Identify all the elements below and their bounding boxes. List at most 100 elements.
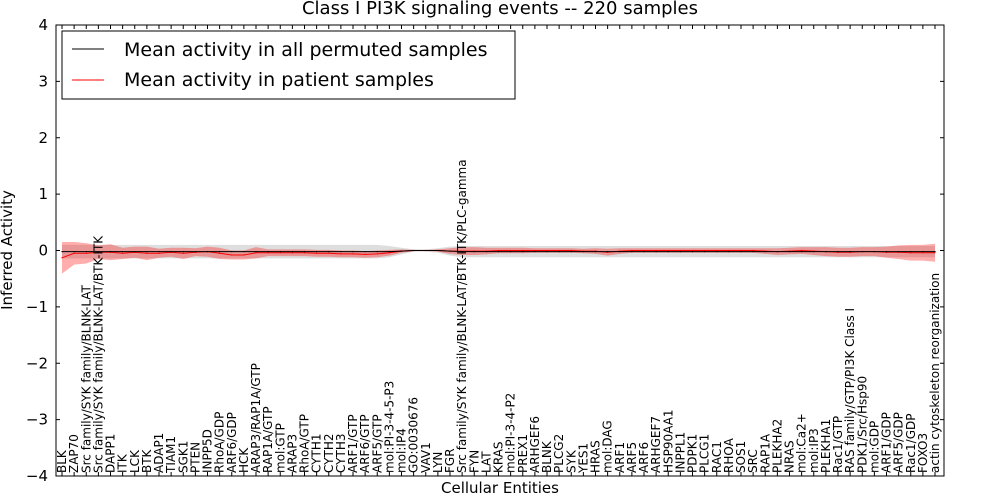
data-point-patient	[655, 249, 657, 252]
data-point-patient	[340, 253, 342, 255]
data-point-patient	[801, 249, 803, 252]
y-tick-label: −4	[26, 467, 48, 485]
data-point-permuted	[73, 251, 75, 253]
x-tick-label: ARF6/GDP	[225, 412, 239, 473]
data-point-permuted	[255, 251, 257, 253]
data-point-patient	[255, 252, 257, 254]
data-point-patient	[303, 252, 306, 254]
data-point-patient	[910, 252, 912, 254]
series-lines	[61, 249, 936, 259]
x-tick-label: RhoA/GDP	[213, 412, 227, 473]
x-tick-label: ARHGEF7	[649, 416, 663, 473]
data-point-permuted	[376, 251, 378, 253]
data-point-permuted	[328, 251, 330, 253]
x-tick-label: LAT	[479, 451, 493, 473]
data-point-permuted	[134, 251, 136, 253]
data-point-patient	[740, 249, 742, 252]
x-tick-label: ARF5/GDP	[892, 412, 906, 473]
y-tick-label: 2	[38, 129, 48, 147]
x-tick-label: CYTH3	[334, 434, 348, 474]
x-tick-label: HCK	[237, 447, 251, 473]
x-tick-label: LYN	[431, 452, 445, 473]
data-point-patient	[291, 252, 293, 254]
data-point-permuted	[631, 251, 633, 253]
y-tick-label: 1	[38, 185, 48, 203]
data-point-permuted	[473, 251, 475, 253]
data-point-permuted	[243, 251, 245, 253]
data-point-permuted	[873, 251, 876, 253]
data-point-patient	[61, 257, 63, 259]
data-point-permuted	[182, 251, 184, 253]
data-point-patient	[243, 254, 245, 256]
data-point-permuted	[364, 251, 366, 253]
x-tick-label: ARAP3/RAP1A/GTP	[249, 363, 263, 473]
data-point-patient	[631, 249, 633, 252]
x-tick-label: ARAP3	[285, 434, 299, 473]
data-point-permuted	[788, 251, 791, 253]
data-point-patient	[716, 249, 718, 252]
data-point-permuted	[194, 251, 196, 253]
x-tick-label: ARF1/GDP	[880, 412, 894, 473]
data-point-patient	[522, 249, 524, 252]
data-point-patient	[679, 249, 682, 252]
data-point-permuted	[206, 251, 209, 253]
data-point-permuted	[109, 251, 112, 253]
x-tick-label: Src family/SYK family/BLNK-LAT/BTK-ITK/P…	[455, 159, 469, 473]
data-point-permuted	[655, 251, 657, 253]
data-point-patient	[279, 252, 281, 254]
data-point-permuted	[764, 251, 766, 253]
x-tick-label: VAV1	[419, 442, 433, 473]
data-point-permuted	[594, 251, 597, 253]
x-tick-label: ARF5/GTP	[370, 414, 384, 473]
x-tick-label: GO:0030676	[407, 397, 421, 473]
x-tick-label: PDK1/Src/Hsp90	[855, 376, 869, 473]
x-tick-label: ARF5	[625, 442, 639, 473]
data-point-patient	[328, 252, 330, 254]
x-tick-label: PREX1	[516, 434, 530, 473]
x-tick-label: SOS1	[734, 441, 748, 473]
data-point-permuted	[643, 251, 645, 253]
x-tick-label: BTK	[140, 448, 154, 473]
x-tick-label: FYN	[467, 450, 481, 473]
data-point-permuted	[922, 251, 924, 253]
data-point-patient	[364, 253, 366, 255]
data-point-patient	[704, 249, 706, 252]
data-point-permuted	[122, 251, 124, 253]
legend-box	[61, 30, 516, 100]
data-point-permuted	[316, 251, 318, 253]
data-point-permuted	[146, 251, 148, 253]
data-point-permuted	[825, 251, 827, 253]
data-point-permuted	[97, 251, 99, 253]
legend-label-patient: Mean activity in patient samples	[124, 69, 434, 91]
data-point-patient	[182, 252, 184, 254]
x-tick-label: ARF6	[637, 442, 651, 473]
data-point-permuted	[691, 251, 694, 253]
x-tick-label: KRAS	[492, 441, 506, 473]
data-point-permuted	[461, 251, 463, 253]
data-point-permuted	[497, 251, 500, 253]
x-tick-label: RAP1A/GTP	[261, 406, 275, 473]
data-point-permuted	[437, 249, 439, 252]
x-tick-label: Src family/SYK family/BLNK-LAT	[79, 284, 93, 473]
x-tick-label: SGK1	[176, 441, 190, 473]
data-point-permuted	[485, 251, 487, 253]
data-point-permuted	[400, 250, 403, 252]
data-point-permuted	[340, 251, 342, 253]
data-point-permuted	[607, 251, 609, 253]
data-point-permuted	[291, 251, 293, 253]
data-point-patient	[752, 249, 754, 252]
data-point-permuted	[303, 251, 306, 253]
data-point-permuted	[910, 251, 912, 253]
data-point-patient	[267, 252, 269, 254]
data-point-permuted	[388, 251, 390, 253]
data-point-permuted	[582, 251, 585, 253]
data-point-permuted	[158, 251, 160, 253]
data-point-patient	[728, 249, 730, 252]
data-point-patient	[388, 252, 390, 254]
data-point-permuted	[716, 251, 718, 253]
x-tick-label: TIAM1	[164, 436, 178, 474]
y-tick-label: −3	[26, 411, 48, 429]
data-point-patient	[376, 253, 378, 255]
data-point-patient	[534, 249, 536, 252]
